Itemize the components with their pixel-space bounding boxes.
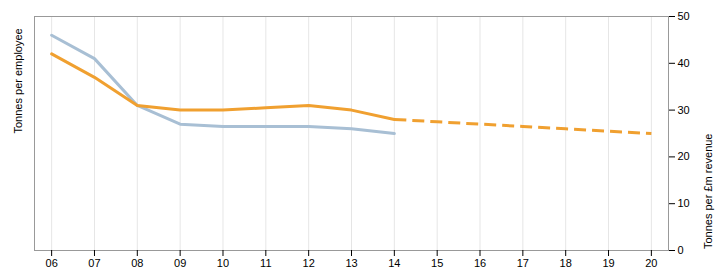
svg-text:12: 12 [303, 257, 315, 269]
svg-text:20: 20 [678, 150, 690, 162]
svg-text:18: 18 [560, 257, 572, 269]
svg-text:Tonnes per £m revenue: Tonnes per £m revenue [702, 134, 714, 250]
svg-text:10: 10 [217, 257, 229, 269]
svg-text:20: 20 [645, 257, 657, 269]
svg-text:13: 13 [345, 257, 357, 269]
svg-text:16: 16 [474, 257, 486, 269]
svg-text:40: 40 [678, 57, 690, 69]
svg-text:19: 19 [602, 257, 614, 269]
svg-text:Tonnes per employee: Tonnes per employee [12, 28, 24, 133]
svg-text:15: 15 [431, 257, 443, 269]
svg-text:10: 10 [678, 197, 690, 209]
svg-text:50: 50 [678, 10, 690, 22]
svg-text:07: 07 [88, 257, 100, 269]
svg-text:17: 17 [517, 257, 529, 269]
svg-text:06: 06 [46, 257, 58, 269]
svg-text:08: 08 [131, 257, 143, 269]
svg-text:0: 0 [678, 244, 684, 256]
svg-text:09: 09 [174, 257, 186, 269]
svg-text:11: 11 [260, 257, 271, 269]
svg-text:14: 14 [388, 257, 400, 269]
svg-text:30: 30 [678, 104, 690, 116]
